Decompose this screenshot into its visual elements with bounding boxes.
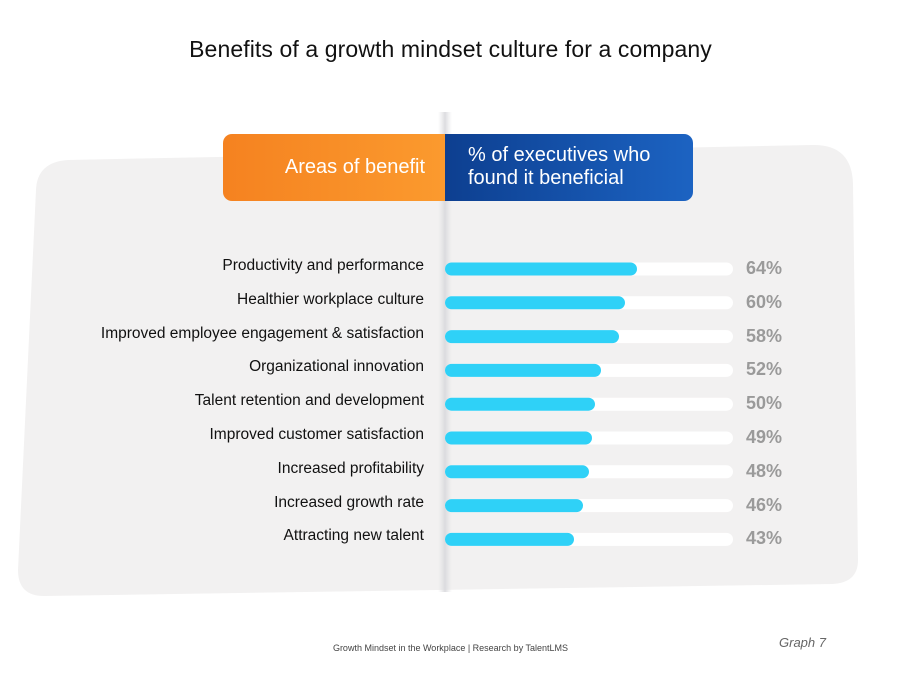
bar: [445, 363, 601, 377]
header-left-label: Areas of benefit: [284, 156, 425, 178]
category-label: Attracting new talent: [283, 527, 424, 545]
bar: [445, 465, 589, 479]
bar: [445, 296, 625, 310]
category-label: Improved employee engagement & satisfact…: [100, 324, 424, 342]
category-label: Increased growth rate: [274, 493, 424, 511]
header-right-line1: % of executives who: [468, 144, 651, 166]
header-areas-of-benefit: Areas of benefit: [223, 134, 445, 201]
value-label: 49%: [746, 427, 783, 447]
value-label: 64%: [746, 258, 783, 278]
category-label: Increased profitability: [277, 459, 424, 477]
header-percent-executives: % of executives who found it beneficial: [445, 134, 693, 201]
category-label: Talent retention and development: [194, 392, 424, 410]
bar: [445, 499, 583, 513]
category-label: Healthier workplace culture: [237, 290, 424, 308]
bar: [445, 397, 595, 411]
value-label: 43%: [746, 528, 783, 549]
value-label: 50%: [746, 393, 783, 414]
value-label: 58%: [746, 325, 783, 346]
category-label: Improved customer satisfaction: [209, 426, 424, 443]
bar: [445, 262, 637, 276]
value-label: 48%: [746, 460, 783, 481]
value-label: 46%: [746, 494, 783, 515]
category-label: Organizational innovation: [249, 358, 424, 376]
graph-number: Graph 7: [779, 635, 826, 650]
bar: [445, 532, 574, 546]
bar: [445, 330, 619, 344]
bar: [445, 431, 592, 445]
value-label: 60%: [746, 291, 783, 312]
source-footer: Growth Mindset in the Workplace | Resear…: [332, 643, 569, 653]
header-right-line2: found it beneficial: [468, 167, 624, 189]
category-label: Productivity and performance: [222, 257, 424, 274]
value-label: 52%: [746, 359, 783, 380]
chart-title: Benefits of a growth mindset culture for…: [189, 36, 712, 62]
